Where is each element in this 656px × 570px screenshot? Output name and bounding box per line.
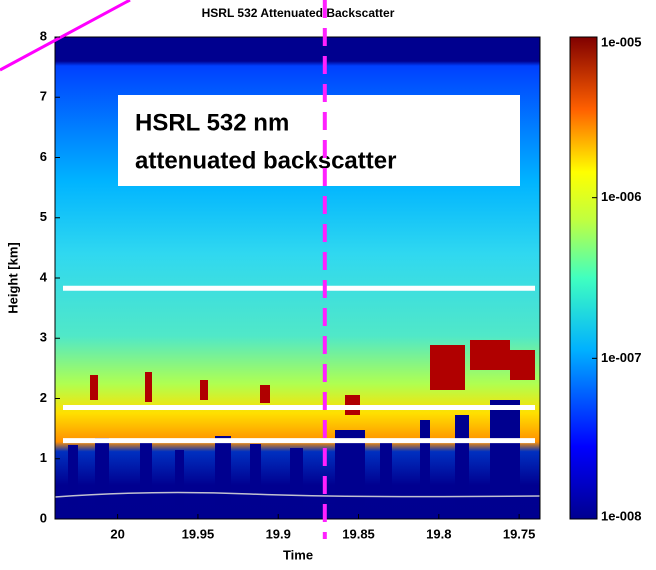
y-tick-label: 3 xyxy=(40,330,47,345)
colorbar-tick-label: 1e-005 xyxy=(601,34,641,49)
y-tick-label: 4 xyxy=(40,269,48,284)
y-tick-label: 5 xyxy=(40,209,47,224)
x-tick-label: 19.85 xyxy=(342,526,375,541)
colorbar-tick-label: 1e-007 xyxy=(601,350,641,365)
annotation: HSRL 532 nm xyxy=(135,109,289,136)
annotation: attenuated backscatter xyxy=(135,147,396,174)
y-tick-label: 6 xyxy=(40,149,47,164)
y-tick-label: 0 xyxy=(40,510,47,525)
x-tick-label: 19.9 xyxy=(266,526,291,541)
x-tick-label: 19.95 xyxy=(182,526,215,541)
x-tick-label: 19.75 xyxy=(503,526,536,541)
y-tick-label: 8 xyxy=(40,28,47,43)
y-tick-label: 2 xyxy=(40,390,47,405)
colorbar-tick-label: 1e-008 xyxy=(601,508,641,523)
y-axis-label: Height [km] xyxy=(5,242,20,314)
annotation-box xyxy=(118,95,520,186)
chart-title: HSRL 532 Attenuated Backscatter xyxy=(202,6,395,20)
x-axis-label: Time xyxy=(283,547,313,562)
colorbar-tick-label: 1e-006 xyxy=(601,189,641,204)
colorbar xyxy=(569,36,598,520)
pointer-line xyxy=(0,0,131,72)
y-tick-label: 1 xyxy=(40,450,47,465)
x-tick-label: 20 xyxy=(110,526,124,541)
y-tick-label: 7 xyxy=(40,89,47,104)
surface-line xyxy=(54,491,541,498)
x-tick-label: 19.8 xyxy=(426,526,451,541)
